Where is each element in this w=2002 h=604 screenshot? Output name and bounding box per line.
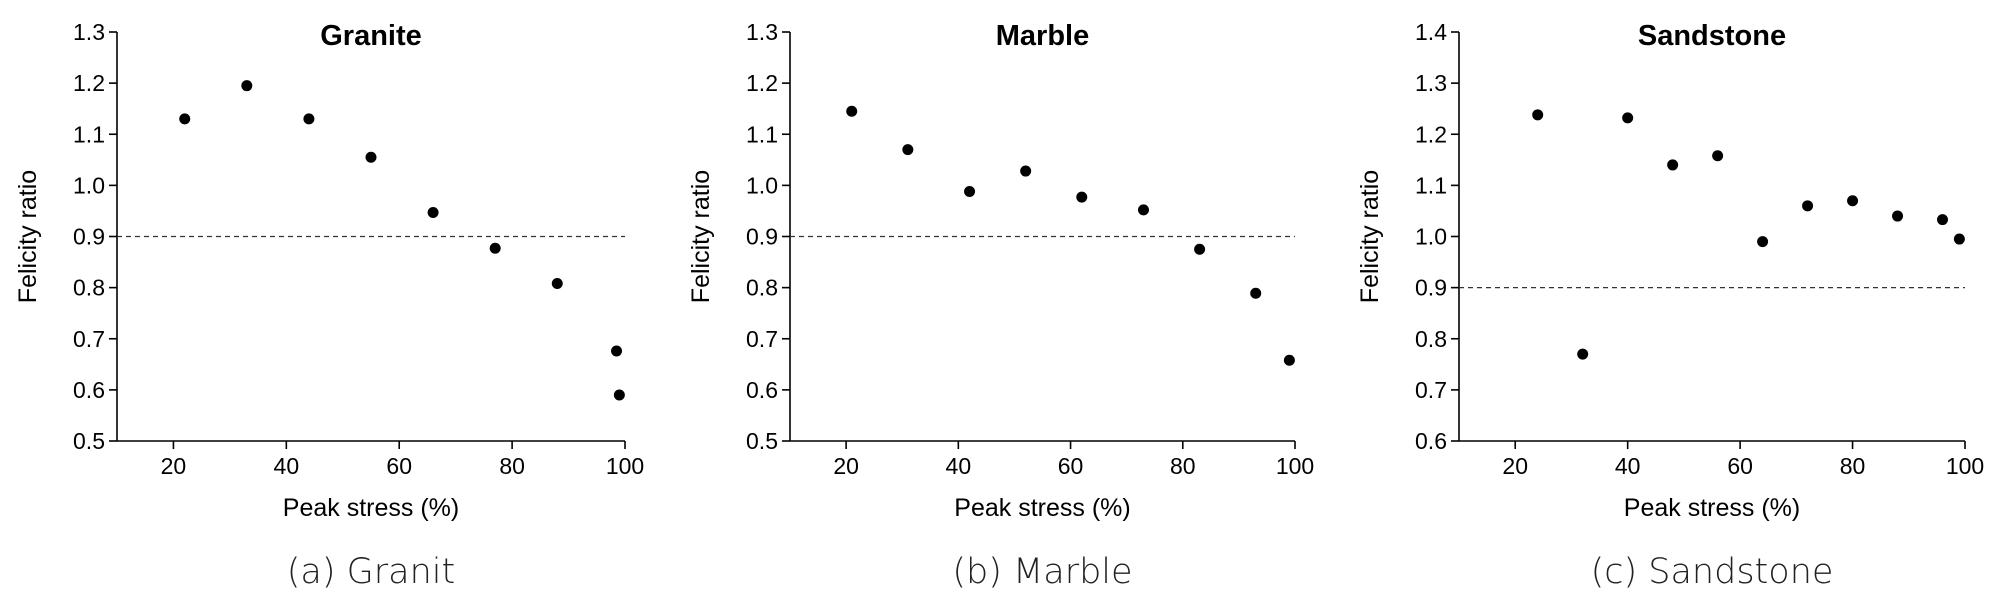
marble-data-point: [1250, 287, 1262, 299]
marble-data-point: [902, 144, 914, 156]
granite-data-point: [303, 113, 315, 125]
sandstone-data-point: [1937, 214, 1949, 226]
granite-y-tick-label: 1.0: [73, 172, 105, 198]
granite-x-tick-label: 80: [499, 453, 525, 479]
granite-y-tick-label: 0.5: [73, 428, 105, 454]
granite-y-tick-label: 0.9: [73, 224, 105, 250]
sandstone-data-point: [1953, 233, 1965, 245]
sandstone-y-tick-label: 1.2: [1415, 121, 1447, 147]
marble-x-tick-label: 80: [1170, 453, 1196, 479]
marble-y-tick-label: 1.3: [746, 19, 778, 45]
sandstone-data-point: [1577, 348, 1589, 360]
sandstone-x-tick-label: 80: [1840, 453, 1866, 479]
granite-x-tick-label: 60: [386, 453, 412, 479]
panel-sandstone: 0.6 0.7 0.8 0.9 1.0 1.1 1.2 1.3 1.4 20 40 60 80 100 Sa…: [1356, 19, 1984, 592]
granite-data-point: [551, 278, 563, 290]
granite-data-point: [611, 345, 623, 357]
sandstone-y-tick-label: 1.3: [1415, 70, 1447, 96]
sandstone-data-point: [1532, 109, 1544, 121]
sandstone-chart-title: Sandstone: [1638, 20, 1786, 52]
granite-y-tick-label: 0.6: [73, 377, 105, 403]
sandstone-x-axis-label: Peak stress (%): [1624, 494, 1800, 522]
sandstone-data-point: [1847, 195, 1859, 207]
marble-caption: (b) Marble: [952, 552, 1132, 592]
sandstone-y-tick-label: 1.0: [1415, 224, 1447, 250]
sandstone-data-point: [1802, 200, 1814, 212]
granite-y-tick-label: 1.3: [73, 19, 105, 45]
marble-y-tick-label: 1.2: [746, 70, 778, 96]
marble-data-point: [1076, 191, 1088, 203]
sandstone-data-point: [1667, 159, 1679, 171]
marble-x-tick-label: 100: [1276, 453, 1314, 479]
granite-y-tick-label: 1.1: [73, 121, 105, 147]
marble-x-tick-label: 60: [1058, 453, 1084, 479]
marble-x-tick-label: 20: [833, 453, 859, 479]
marble-y-tick-label: 0.7: [746, 326, 778, 352]
marble-data-point: [1283, 354, 1295, 366]
granite-y-tick-label: 0.8: [73, 275, 105, 301]
granite-x-tick-label: 20: [161, 453, 187, 479]
marble-data-point: [964, 186, 976, 198]
granite-data-point: [427, 206, 439, 218]
marble-data-point: [1194, 243, 1206, 255]
marble-y-tick-label: 1.0: [746, 172, 778, 198]
marble-data-point: [846, 105, 858, 117]
marble-data-point: [1020, 165, 1032, 177]
granite-data-point: [489, 242, 501, 254]
marble-y-tick-label: 0.6: [746, 377, 778, 403]
granite-data-point: [365, 151, 377, 163]
granite-data-point: [179, 113, 191, 125]
sandstone-data-point: [1757, 236, 1769, 248]
sandstone-y-tick-label: 0.8: [1415, 326, 1447, 352]
granite-y-tick-label: 1.2: [73, 70, 105, 96]
marble-y-tick-label: 0.9: [746, 224, 778, 250]
granite-x-tick-label: 40: [274, 453, 300, 479]
sandstone-x-tick-label: 60: [1727, 453, 1753, 479]
marble-y-axis-label: Felicity ratio: [687, 170, 715, 303]
granite-x-tick-label: 100: [606, 453, 644, 479]
panel-granite: 0.5 0.6 0.7 0.8 0.9 1.0 1.1 1.2 1.3 20 40 60 80 100 Gr…: [14, 19, 644, 592]
sandstone-caption: (c) Sandstone: [1591, 552, 1834, 592]
marble-data-point: [1138, 204, 1149, 216]
granite-data-point: [241, 80, 253, 92]
marble-x-axis-label: Peak stress (%): [954, 494, 1130, 522]
sandstone-y-tick-label: 0.9: [1415, 275, 1447, 301]
sandstone-x-tick-label: 100: [1946, 453, 1984, 479]
marble-y-tick-label: 1.1: [746, 121, 778, 147]
granite-y-axis-label: Felicity ratio: [14, 170, 42, 303]
marble-chart-title: Marble: [996, 20, 1089, 52]
marble-y-tick-label: 0.8: [746, 275, 778, 301]
sandstone-y-tick-label: 0.6: [1415, 428, 1447, 454]
sandstone-x-tick-label: 20: [1502, 453, 1528, 479]
sandstone-y-tick-label: 1.4: [1415, 19, 1447, 45]
granite-chart-title: Granite: [320, 20, 422, 52]
panel-marble: 0.5 0.6 0.7 0.8 0.9 1.0 1.1 1.2 1.3 20 40 60 80 100 Ma…: [687, 19, 1314, 592]
sandstone-y-tick-label: 0.7: [1415, 377, 1447, 403]
marble-x-tick-label: 40: [946, 453, 972, 479]
granite-data-point: [613, 389, 625, 401]
sandstone-y-axis-label: Felicity ratio: [1356, 170, 1384, 303]
sandstone-data-point: [1712, 150, 1724, 162]
sandstone-data-point: [1622, 112, 1634, 124]
sandstone-x-tick-label: 40: [1615, 453, 1641, 479]
sandstone-y-tick-label: 1.1: [1415, 172, 1447, 198]
granite-caption: (a) Granit: [287, 552, 455, 592]
granite-x-axis-label: Peak stress (%): [283, 494, 459, 522]
granite-y-tick-label: 0.7: [73, 326, 105, 352]
sandstone-data-point: [1892, 210, 1904, 222]
marble-y-tick-label: 0.5: [746, 428, 778, 454]
